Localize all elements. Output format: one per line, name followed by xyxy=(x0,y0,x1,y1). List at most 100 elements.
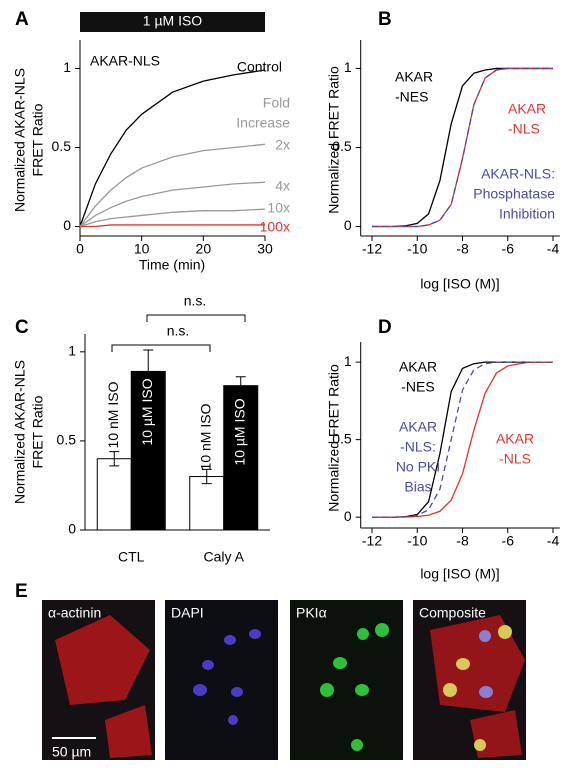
series-label: No PKI xyxy=(396,459,440,475)
nucleus xyxy=(228,715,238,725)
nucleus xyxy=(202,660,214,670)
cell xyxy=(55,615,150,705)
x-tick-label: 10 xyxy=(134,241,150,257)
nucleus xyxy=(375,623,389,637)
nucleus xyxy=(249,629,261,639)
y-tick-label: 0.5 xyxy=(332,430,352,446)
series-label: AKAR xyxy=(496,431,534,447)
image-label: PKIα xyxy=(296,605,327,621)
series-label: 10x xyxy=(267,200,290,216)
bar-label: 10 nM ISO xyxy=(197,403,213,470)
x-tick-label: 30 xyxy=(257,241,273,257)
series-label: -NLS xyxy=(499,451,531,467)
annotation: Fold xyxy=(263,95,290,111)
annotation: Increase xyxy=(236,115,290,131)
nucleus xyxy=(320,683,334,697)
y-tick-label: 1 xyxy=(68,343,76,359)
y-axis-label: Normalized FRET Ratio xyxy=(326,66,342,214)
image-dapi xyxy=(165,600,278,760)
series-label: Inhibition xyxy=(499,206,555,222)
y-axis-label: Normalized FRET Ratio xyxy=(326,364,342,512)
nucleus xyxy=(333,657,347,669)
nucleus xyxy=(498,625,512,639)
error-bar xyxy=(235,376,246,396)
nucleus xyxy=(351,739,363,751)
bar xyxy=(130,370,166,531)
series-label: Bias xyxy=(404,479,431,495)
x-tick-label: 20 xyxy=(196,241,212,257)
series-label: AKAR xyxy=(399,359,437,375)
x-tick-label: -12 xyxy=(362,533,382,549)
series-label: 2x xyxy=(275,137,290,153)
x-tick-label: Caly A xyxy=(204,549,245,565)
series-label: AKAR xyxy=(508,101,546,117)
bar-label: 10 nM ISO xyxy=(105,381,121,448)
error-bar xyxy=(201,468,212,485)
y-axis-label: FRET Ratio xyxy=(30,103,46,176)
panel-label: A xyxy=(15,9,29,30)
series-line xyxy=(80,224,265,228)
y-tick-label: 0.5 xyxy=(57,432,77,448)
image-label: DAPI xyxy=(171,605,204,621)
nucleus xyxy=(231,687,243,697)
annotation: n.s. xyxy=(167,323,190,339)
nucleus xyxy=(357,628,369,640)
series-label: Phosphatase xyxy=(473,186,555,202)
bar-label: 10 µM ISO xyxy=(139,378,155,445)
series-label: AKAR xyxy=(395,69,433,85)
nucleus xyxy=(474,739,486,751)
x-tick-label: -6 xyxy=(502,533,515,549)
nucleus xyxy=(193,684,207,696)
bar xyxy=(223,385,259,531)
series-label: AKAR-NLS: xyxy=(481,166,555,182)
annotation: AKAR-NLS xyxy=(90,53,160,69)
bar xyxy=(96,458,132,531)
nucleus xyxy=(479,686,493,698)
series-label: AKAR xyxy=(399,419,437,435)
series-line xyxy=(372,67,554,228)
series-label: -NLS: xyxy=(400,439,436,455)
image-label: Composite xyxy=(419,605,486,621)
panel-label: B xyxy=(378,9,392,30)
series-line xyxy=(79,143,266,227)
nucleus xyxy=(355,684,369,696)
nucleus xyxy=(479,630,491,642)
annotation: n.s. xyxy=(184,293,207,309)
y-tick-label: 1 xyxy=(63,59,71,75)
x-axis-label: Time (min) xyxy=(139,257,205,273)
stimulus-bar xyxy=(80,12,265,32)
y-axis-label: Normalized AKAR-NLS xyxy=(12,68,28,212)
y-tick-label: 0 xyxy=(68,521,76,537)
nucleus xyxy=(456,658,470,670)
series-line xyxy=(372,361,554,518)
series-line xyxy=(79,69,266,227)
micrographs xyxy=(42,600,526,760)
cell xyxy=(105,705,152,758)
series-line xyxy=(79,181,266,228)
series-label: -NES xyxy=(401,379,434,395)
y-tick-label: 0.5 xyxy=(332,138,352,154)
series-label: Control xyxy=(237,59,282,75)
scale-bar-label: 50 µm xyxy=(52,744,91,760)
series-label: 100x xyxy=(260,219,290,235)
y-tick-label: 0 xyxy=(344,217,352,233)
series-label: -NES xyxy=(395,89,428,105)
series-line xyxy=(79,208,266,228)
significance-bracket xyxy=(111,344,211,352)
panel-label: C xyxy=(15,317,29,338)
bar-label: 10 µM ISO xyxy=(231,398,247,465)
x-tick-label: -10 xyxy=(407,533,427,549)
image-label: α-actinin xyxy=(48,605,101,621)
y-tick-label: 0 xyxy=(63,217,71,233)
panel-label: D xyxy=(378,317,392,338)
x-axis-label: log [ISO (M)] xyxy=(420,566,499,582)
y-axis-label: FRET Ratio xyxy=(30,395,46,468)
x-tick-label: -6 xyxy=(502,241,515,257)
series-label: -NLS xyxy=(508,121,540,137)
series-label: 4x xyxy=(275,178,290,194)
x-tick-label: -8 xyxy=(456,533,469,549)
bar xyxy=(189,476,225,531)
x-tick-label: 0 xyxy=(76,241,84,257)
